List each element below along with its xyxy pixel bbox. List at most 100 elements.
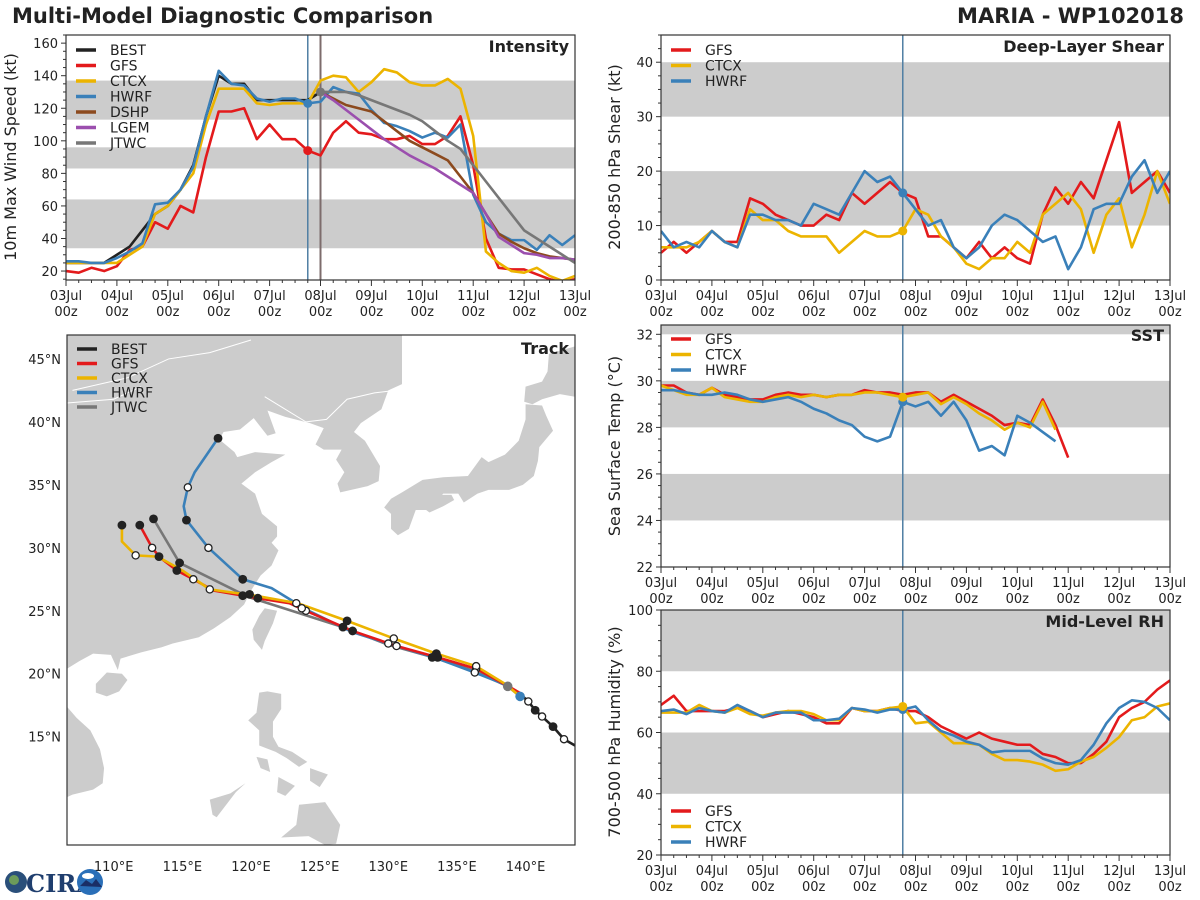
land-shikoku <box>421 494 455 513</box>
globe-land-icon <box>9 875 19 885</box>
x-tick-label-day: 04Jul <box>696 576 728 591</box>
track-point-open-best <box>524 697 533 706</box>
legend-label-gfs: GFS <box>110 59 138 75</box>
track-point-open-gfs <box>392 641 401 651</box>
chart-sst: 22242628303203Jul00z04Jul00z05Jul00z06Ju… <box>605 324 1186 607</box>
series-line-ctcx <box>661 384 1057 432</box>
track-point-solid-hwrf <box>213 433 223 443</box>
border-line <box>264 389 396 423</box>
x-tick-label-day: 08Jul <box>304 289 336 304</box>
x-tick-label-hour: 00z <box>1158 880 1182 895</box>
track-point-solid-ctcx <box>342 616 352 626</box>
x-tick-label-day: 05Jul <box>747 864 779 879</box>
y-tick-label: 20 <box>636 165 653 180</box>
x-tick-label-day: 10Jul <box>1001 576 1033 591</box>
x-tick-label-hour: 00z <box>156 305 180 320</box>
y-tick-label: 10 <box>636 220 653 235</box>
x-tick-label-day: 11Jul <box>1052 576 1084 591</box>
x-tick-label-day: 05Jul <box>152 289 184 304</box>
shaded-band <box>661 325 1170 335</box>
track-point-open-hwrf <box>470 668 480 677</box>
x-tick-label-day: 06Jul <box>798 864 830 879</box>
y-tick-label: 100 <box>628 604 653 619</box>
x-tick-label-day: 07Jul <box>848 289 880 304</box>
x-tick-label-hour: 00z <box>649 305 673 320</box>
y-axis-label: 200-850 hPa Shear (kt) <box>605 64 624 250</box>
land-samar <box>310 768 328 788</box>
border-line <box>72 339 252 391</box>
lat-tick-label: 40°N <box>28 416 61 431</box>
shaded-band <box>661 62 1170 117</box>
series-line-ctcx <box>66 67 575 280</box>
y-tick-label: 160 <box>33 37 58 52</box>
legend-label-ctcx: CTCX <box>705 59 742 75</box>
series-line-ctcx <box>661 702 1170 773</box>
marker-jtwc <box>316 87 325 97</box>
x-tick-label-hour: 00z <box>105 305 129 320</box>
track-point-solid-hwrf <box>238 574 248 584</box>
track-point-solid-best <box>530 705 540 715</box>
x-tick-label-hour: 00z <box>700 592 724 607</box>
x-tick-label-day: 11Jul <box>457 289 489 304</box>
map-frame <box>66 334 576 846</box>
x-tick-label-hour: 00z <box>904 305 928 320</box>
x-tick-label-day: 12Jul <box>508 289 540 304</box>
chart-shear: 01020304003Jul00z04Jul00z05Jul00z06Jul00… <box>605 34 1186 320</box>
legend-label-jtwc: JTWC <box>109 136 147 152</box>
x-tick-label-day: 10Jul <box>1001 864 1033 879</box>
x-tick-label-hour: 00z <box>1107 305 1131 320</box>
x-tick-label-day: 05Jul <box>747 289 779 304</box>
track-point-solid-gfs <box>253 593 263 603</box>
series-line-hwrf <box>661 158 1170 271</box>
lat-tick-label: 20°N <box>28 668 61 683</box>
panel-title: Deep-Layer Shear <box>1003 37 1164 56</box>
x-tick-label-day: 10Jul <box>1001 289 1033 304</box>
x-tick-label-day: 04Jul <box>696 289 728 304</box>
x-tick-label-hour: 00z <box>207 305 231 320</box>
legend-label-jtwc: JTWC <box>110 400 148 416</box>
legend-label-ctcx: CTCX <box>705 820 742 836</box>
legend-label-hwrf: HWRF <box>111 386 153 402</box>
legend-label-lgem: LGEM <box>110 121 150 137</box>
shaded-band <box>661 732 1170 794</box>
x-tick-label-day: 07Jul <box>848 576 880 591</box>
land-luzon <box>248 691 308 767</box>
x-tick-label-hour: 00z <box>54 305 78 320</box>
panel-title: Intensity <box>489 37 570 56</box>
x-tick-label-day: 05Jul <box>747 576 779 591</box>
y-tick-label: 28 <box>636 421 653 436</box>
track-point-open-ctcx <box>131 551 140 560</box>
x-tick-label-day: 13Jul <box>1154 576 1186 591</box>
track-point-open-best <box>559 734 569 744</box>
y-tick-label: 30 <box>636 375 653 390</box>
lat-tick-label: 15°N <box>28 731 61 746</box>
y-tick-label: 40 <box>41 232 58 247</box>
lat-tick-label: 45°N <box>28 353 61 368</box>
track-point-solid-gfs <box>348 626 357 636</box>
x-tick-label-day: 08Jul <box>899 289 931 304</box>
x-tick-label-day: 11Jul <box>1052 864 1084 879</box>
x-tick-label-hour: 00z <box>1107 880 1131 895</box>
cloud-icon <box>82 873 94 879</box>
lat-tick-label: 30°N <box>28 542 61 557</box>
legend-label-gfs: GFS <box>705 332 733 348</box>
x-tick-label-hour: 00z <box>802 305 826 320</box>
y-tick-label: 100 <box>33 135 58 150</box>
x-tick-label-hour: 00z <box>563 305 587 320</box>
track-point-solid-ctcx <box>117 520 127 530</box>
x-tick-label-day: 06Jul <box>798 576 830 591</box>
x-tick-label-day: 09Jul <box>950 864 982 879</box>
track-point-solid-ctcx <box>154 552 164 562</box>
x-tick-label-day: 06Jul <box>203 289 235 304</box>
x-tick-label-day: 10Jul <box>406 289 438 304</box>
land-hainan <box>95 672 128 697</box>
y-tick-label: 26 <box>636 468 653 483</box>
x-tick-label-day: 13Jul <box>1154 289 1186 304</box>
panel-title: Mid-Level RH <box>1045 612 1164 631</box>
land-japan-main <box>384 404 554 536</box>
y-tick-label: 60 <box>41 200 58 215</box>
land-taiwan <box>252 608 278 650</box>
y-axis-label: 700-500 hPa Humidity (%) <box>605 626 624 837</box>
x-tick-label-hour: 00z <box>904 592 928 607</box>
y-tick-label: 80 <box>41 167 58 182</box>
